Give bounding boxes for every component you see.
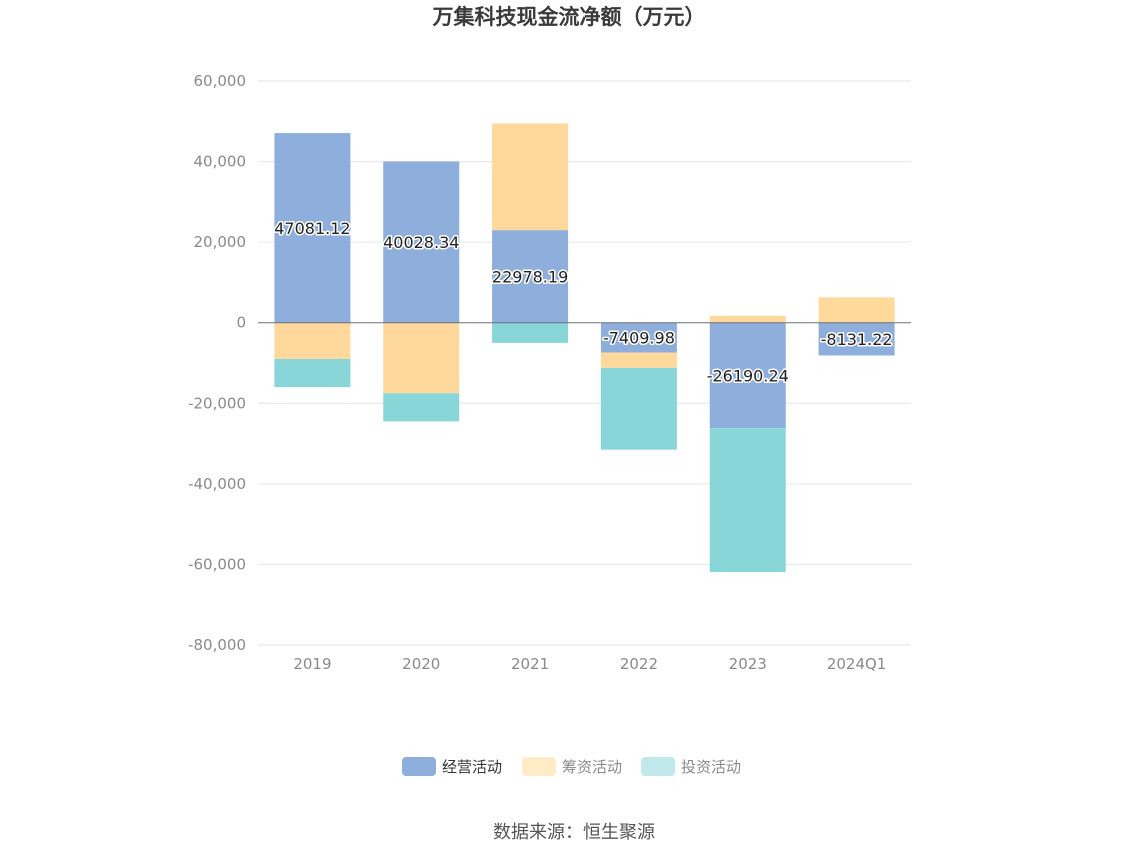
legend-item-经营活动[interactable]: 经营活动: [402, 757, 502, 776]
bar-经营活动-2021[interactable]: [492, 230, 569, 323]
legend-swatch: [402, 757, 436, 776]
y-tick-label: -40,000: [188, 475, 246, 493]
legend-label: 投资活动: [681, 758, 741, 776]
y-tick-label: 20,000: [194, 233, 247, 251]
bar-经营活动-2019[interactable]: [274, 133, 351, 323]
bar-投资活动-2021[interactable]: [492, 322, 569, 343]
bar-经营活动-2020[interactable]: [383, 161, 460, 323]
legend-swatch: [522, 757, 556, 776]
data-label: 22978.19: [492, 267, 568, 286]
bars: [274, 123, 895, 573]
data-label: 47081.12: [274, 219, 350, 238]
bar-投资活动-2019[interactable]: [274, 358, 351, 388]
data-source: 数据来源：恒生聚源: [493, 822, 655, 843]
bar-筹资活动-2024Q1[interactable]: [818, 297, 895, 323]
legend-label: 经营活动: [442, 758, 502, 776]
y-tick-label: 0: [236, 314, 246, 332]
y-tick-label: -80,000: [188, 636, 246, 654]
legend-item-筹资活动[interactable]: 筹资活动: [522, 757, 622, 776]
y-tick-label: -20,000: [188, 394, 246, 412]
data-label: -7409.98: [603, 329, 675, 348]
gridlines: [258, 80, 911, 646]
bar-投资活动-2023[interactable]: [709, 428, 786, 573]
x-tick-label: 2021: [511, 655, 549, 673]
bar-经营活动-2023[interactable]: [709, 322, 786, 429]
y-tick-label: 40,000: [194, 153, 247, 171]
x-tick-label: 2023: [729, 655, 767, 673]
legend-item-投资活动[interactable]: 投资活动: [641, 757, 741, 776]
x-axis: 2019 2020 2021 2022 2023 2024Q1: [258, 644, 911, 673]
x-tick-label: 2022: [620, 655, 658, 673]
x-tick-label: 2020: [402, 655, 440, 673]
bar-筹资活动-2019[interactable]: [274, 322, 351, 359]
chart-title: 万集科技现金流净额（万元）: [432, 5, 706, 29]
bar-经营活动-2022[interactable]: [600, 322, 677, 353]
y-tick-label: -60,000: [188, 555, 246, 573]
legend-label: 筹资活动: [562, 758, 622, 776]
bar-投资活动-2020[interactable]: [383, 393, 460, 422]
bar-筹资活动-2023[interactable]: [709, 315, 786, 323]
bar-筹资活动-2021[interactable]: [492, 123, 569, 231]
bar-筹资活动-2020[interactable]: [383, 322, 460, 394]
data-label: -26190.24: [707, 366, 789, 385]
legend-swatch: [641, 757, 675, 776]
data-label: 40028.34: [383, 233, 459, 252]
data-labels: 47081.12 40028.34 22978.19 -7409.98 -26190.2…: [273, 217, 894, 387]
bar-投资活动-2022[interactable]: [600, 367, 677, 450]
bar-筹资活动-2022[interactable]: [600, 352, 677, 368]
legend[interactable]: 经营活动 筹资活动 投资活动: [402, 757, 741, 776]
x-tick-label: 2024Q1: [827, 655, 887, 673]
data-label: -8131.22: [821, 330, 893, 349]
bar-经营活动-2024Q1[interactable]: [818, 322, 895, 356]
y-axis: 60,000 40,000 20,000 0 -20,000 -40,000 -60,000…: [188, 72, 246, 654]
x-tick-label: 2019: [293, 655, 331, 673]
y-tick-label: 60,000: [194, 72, 247, 90]
